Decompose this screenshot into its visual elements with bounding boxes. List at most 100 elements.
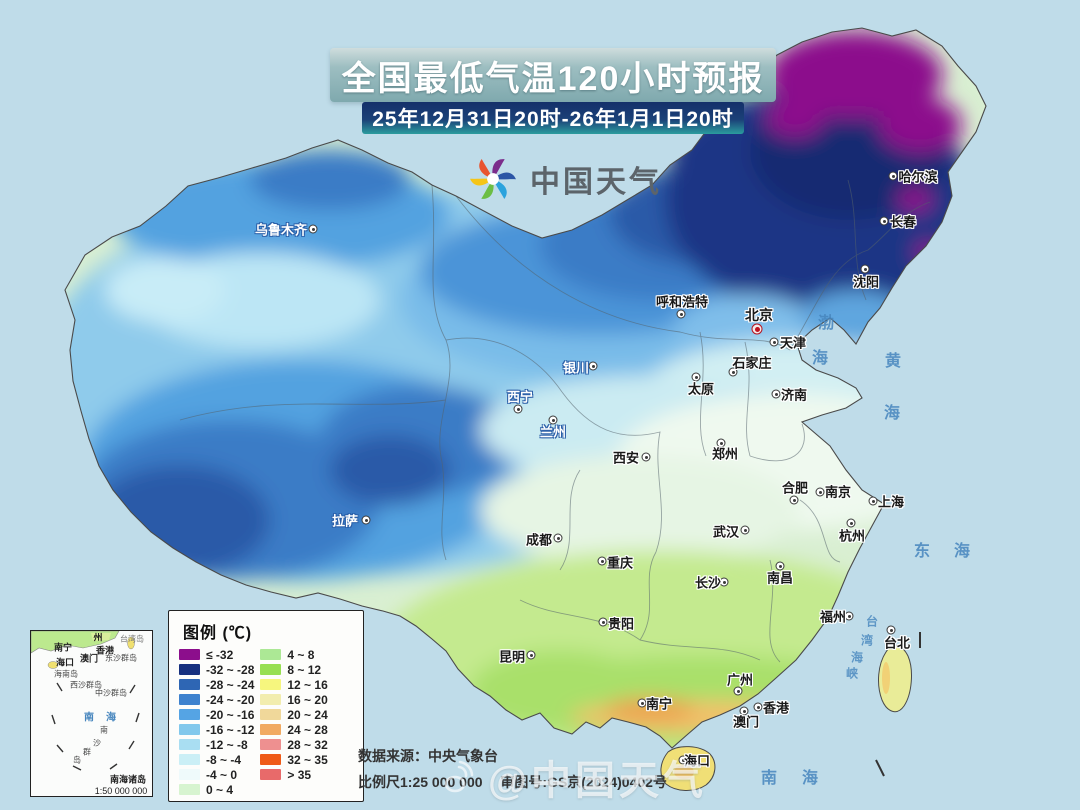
city-marker — [789, 495, 799, 505]
legend-label: -16 ~ -12 — [206, 722, 255, 737]
legend-swatch — [179, 709, 200, 720]
legend-label: 12 ~ 16 — [287, 677, 328, 692]
legend-label: 20 ~ 24 — [287, 707, 328, 722]
inset-graphics — [31, 631, 140, 771]
city-label: 石家庄 — [732, 355, 772, 371]
city-marker — [733, 686, 743, 696]
inset-label: 海 — [106, 712, 116, 724]
map-scale: 比例尺1:25 000 000 审图号:GS京(2024)0402号 — [358, 772, 667, 792]
city-marker — [740, 525, 750, 535]
legend-row: -28 ~ -24 — [179, 677, 254, 692]
inset-label: 南 — [84, 712, 94, 724]
inset-label: 南 — [100, 725, 108, 735]
city-label: 沈阳 — [852, 274, 880, 290]
city-marker — [553, 533, 563, 543]
city-label: 济南 — [780, 387, 808, 403]
sea-label: 南 — [760, 770, 778, 787]
temperature-legend: 图例 (℃) ≤ -32 -32 ~ -28 -28 ~ -24 -24 ~ -20-… — [168, 610, 364, 802]
sea-label: 渤 — [817, 315, 835, 332]
city-marker — [860, 264, 870, 274]
legend-label: 8 ~ 12 — [287, 662, 322, 677]
city-label: 长沙 — [694, 575, 722, 591]
legend-label: 16 ~ 20 — [287, 692, 328, 707]
city-marker — [678, 755, 688, 765]
inset-label: 海南岛 — [54, 669, 78, 679]
legend-row: -4 ~ 0 — [179, 767, 254, 782]
legend-swatch — [260, 649, 282, 660]
city-marker — [815, 487, 825, 497]
legend-row: 12 ~ 16 — [260, 677, 328, 692]
legend-label: > 35 — [287, 767, 312, 782]
legend-row: 0 ~ 4 — [179, 782, 254, 797]
city-label: 太原 — [687, 381, 715, 397]
legend-swatch — [179, 754, 200, 765]
legend-label: -12 ~ -8 — [206, 737, 248, 752]
legend-title: 图例 (℃) — [183, 625, 253, 642]
sea-label: 湾 — [860, 633, 874, 648]
city-label: 南昌 — [766, 570, 794, 586]
inset-label: 南宁 — [53, 642, 73, 653]
city-label: 杭州 — [838, 528, 866, 544]
legend-row: -32 ~ -28 — [179, 662, 254, 677]
legend-row: > 35 — [260, 767, 327, 782]
city-marker — [888, 171, 898, 181]
legend-row: -16 ~ -12 — [179, 722, 254, 737]
inset-label: 东沙群岛 — [105, 653, 137, 663]
china-weather-logo: 中国天气 — [466, 152, 662, 206]
legend-label: 28 ~ 32 — [287, 737, 328, 752]
sea-label: 东 — [913, 543, 931, 560]
legend-swatch — [179, 724, 200, 735]
city-marker — [739, 706, 749, 716]
city-label: 呼和浩特 — [655, 294, 709, 310]
city-marker — [775, 561, 785, 571]
legend-swatch — [179, 694, 200, 705]
inset-label: 西沙群岛 — [70, 680, 102, 690]
legend-label: -8 ~ -4 — [206, 752, 242, 767]
title-banner: 全国最低气温120小时预报 — [330, 48, 776, 102]
inset-label: 海口 — [55, 657, 75, 668]
data-source: 数据来源：中央气象台 — [358, 748, 498, 764]
legend-label: -32 ~ -28 — [206, 662, 255, 677]
city-marker — [598, 617, 608, 627]
city-label: 香港 — [762, 700, 790, 716]
city-marker — [361, 515, 371, 525]
taiwan-island — [878, 645, 912, 713]
city-label: 上海 — [877, 494, 905, 510]
inset-label: 沙 — [93, 738, 101, 748]
inset-label: 香港 — [95, 645, 115, 656]
city-label: 重庆 — [606, 555, 634, 571]
legend-label: 0 ~ 4 — [206, 782, 234, 797]
legend-label: -20 ~ -16 — [206, 707, 255, 722]
city-label: 银川 — [562, 360, 590, 376]
legend-row: 32 ~ 35 — [260, 752, 328, 767]
china-outline — [64, 27, 987, 749]
approval-number: 审图号:GS京(2024)0402号 — [500, 774, 667, 790]
legend-label: 32 ~ 35 — [287, 752, 328, 767]
city-marker — [728, 367, 738, 377]
city-marker — [886, 625, 896, 635]
city-label: 拉萨 — [331, 513, 359, 529]
city-marker — [716, 438, 726, 448]
legend-swatch — [179, 784, 200, 795]
city-label: 长春 — [889, 214, 917, 230]
legend-label: -24 ~ -20 — [206, 692, 255, 707]
legend-label: -4 ~ 0 — [206, 767, 238, 782]
legend-label: -28 ~ -24 — [206, 677, 255, 692]
province-borders — [179, 179, 931, 663]
city-label: 天津 — [779, 335, 807, 351]
legend-row: 4 ~ 8 — [260, 647, 327, 662]
city-marker — [753, 702, 763, 712]
legend-swatch — [260, 664, 282, 675]
legend-row: ≤ -32 — [179, 647, 254, 662]
sea-label: 海 — [953, 543, 971, 560]
city-marker — [588, 361, 598, 371]
city-label: 西宁 — [506, 389, 534, 405]
legend-row: -12 ~ -8 — [179, 737, 254, 752]
inset-label: 南海诸岛 — [109, 774, 147, 785]
city-label: 兰州 — [539, 424, 567, 440]
inset-label: 岛 — [73, 755, 81, 765]
legend-swatch — [179, 664, 200, 675]
legend-row: 16 ~ 20 — [260, 692, 328, 707]
city-marker — [676, 309, 686, 319]
city-marker — [308, 224, 318, 234]
